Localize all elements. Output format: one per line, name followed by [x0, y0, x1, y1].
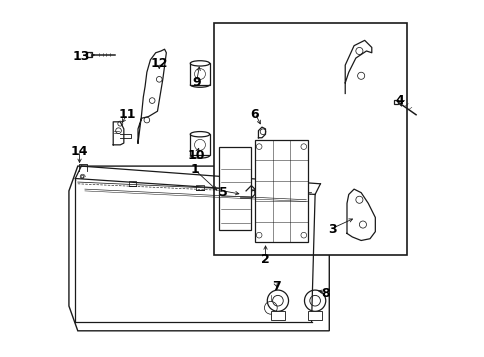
Polygon shape — [69, 166, 329, 331]
Text: 1: 1 — [190, 163, 198, 176]
Text: 7: 7 — [271, 280, 280, 293]
Bar — [219, 147, 251, 230]
Ellipse shape — [190, 132, 209, 137]
Text: 2: 2 — [260, 253, 269, 266]
Text: 8: 8 — [321, 287, 330, 300]
Text: 6: 6 — [250, 108, 258, 121]
Text: 13: 13 — [73, 50, 90, 63]
Bar — [270, 311, 285, 320]
Bar — [190, 64, 209, 85]
Text: 4: 4 — [395, 94, 404, 107]
Text: 11: 11 — [119, 108, 136, 121]
Text: 5: 5 — [218, 186, 227, 199]
Text: 3: 3 — [328, 223, 336, 236]
Bar — [393, 100, 397, 105]
Bar — [255, 140, 307, 242]
Bar — [214, 22, 407, 255]
Bar — [190, 134, 209, 156]
Text: 14: 14 — [71, 145, 88, 159]
Bar — [87, 52, 92, 57]
Text: 9: 9 — [192, 76, 200, 89]
Text: 12: 12 — [150, 57, 167, 70]
Bar — [307, 311, 321, 320]
Ellipse shape — [190, 61, 209, 66]
Text: 10: 10 — [187, 149, 205, 162]
